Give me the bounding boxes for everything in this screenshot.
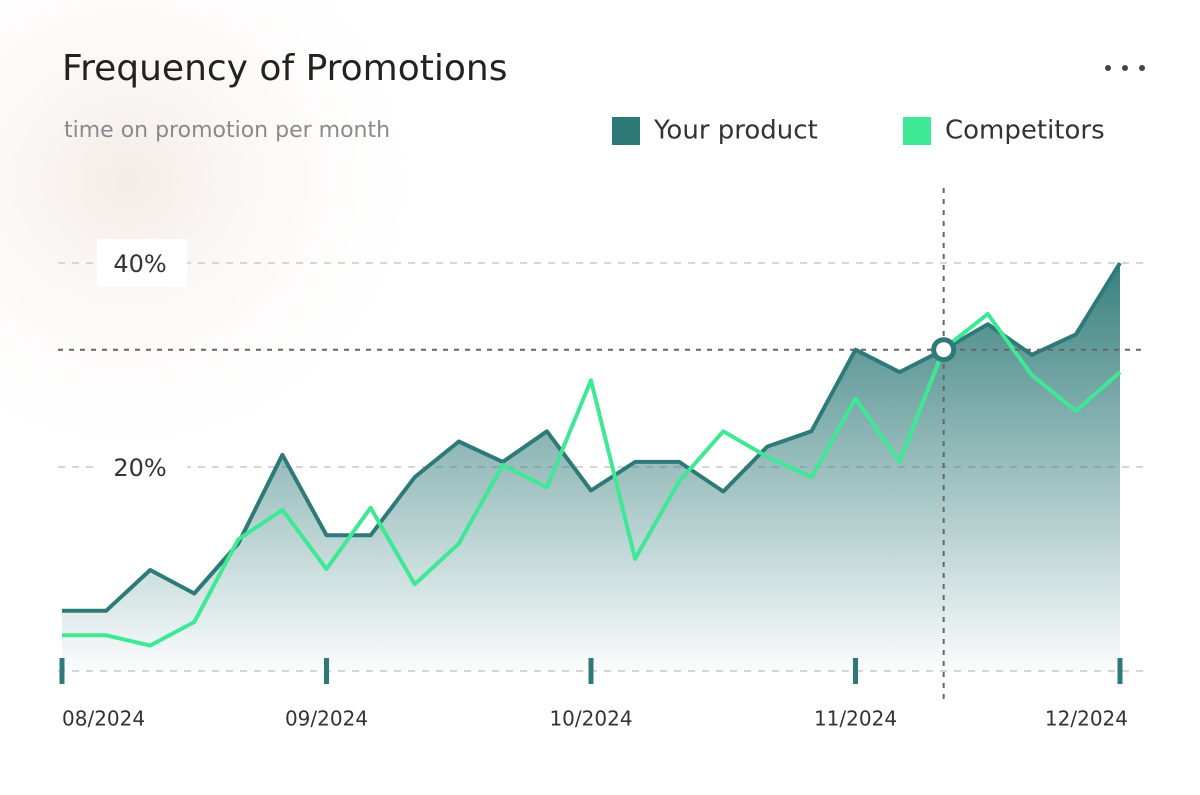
y-tick-label: 20% [113,454,166,482]
x-tick-label: 11/2024 [814,707,897,731]
x-tick-mark [324,658,329,684]
x-tick-mark [588,658,594,684]
x-tick-mark [1117,658,1123,684]
menu-dot [1105,65,1111,71]
legend-swatch [612,117,640,145]
x-tick-mark [59,658,65,684]
chart-title: Frequency of Promotions [62,48,507,89]
chart-subtitle: time on promotion per month [64,118,390,143]
legend-label: Your product [653,116,818,146]
y-tick-label: 40% [113,250,166,278]
highlight-marker [931,337,957,363]
menu-dot [1122,65,1128,71]
y-tick-label-box [97,239,187,287]
x-tick-mark [853,658,858,684]
legend-label: Competitors [945,116,1105,146]
legend: Your product Competitors [612,116,1105,146]
x-tick-label: 08/2024 [62,707,145,731]
x-tick-label: 12/2024 [1045,707,1128,731]
x-tick-label: 10/2024 [549,707,632,731]
legend-swatch [903,117,931,145]
x-tick-label: 09/2024 [285,707,368,731]
overlay: 08/2024 09/2024 10/2024 11/2024 12/2024 20% 40… [58,188,1145,731]
menu-button[interactable] [1105,65,1145,71]
y-tick-label-box [97,443,187,491]
menu-dot [1139,65,1145,71]
